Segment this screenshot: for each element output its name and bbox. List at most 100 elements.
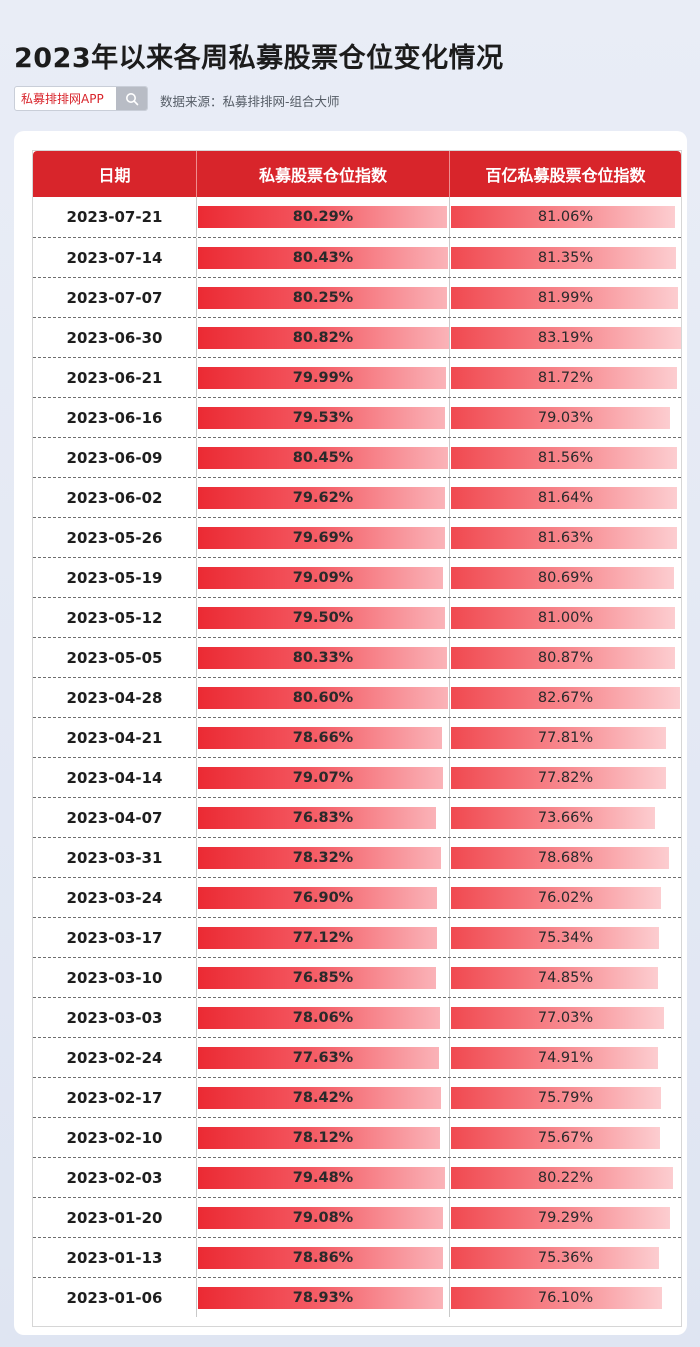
private-index-value: 77.12% xyxy=(292,929,354,946)
large-private-index-value: 76.02% xyxy=(537,889,594,906)
private-index-value: 78.32% xyxy=(292,849,354,866)
large-private-index-cell: 81.35% xyxy=(449,238,681,277)
private-index-bar xyxy=(198,447,448,469)
table-row: 2023-01-20 79.08% 79.29% xyxy=(33,1197,681,1237)
private-index-bar xyxy=(198,847,441,869)
table-row: 2023-05-26 79.69% 81.63% xyxy=(33,517,681,557)
private-index-cell: 77.63% xyxy=(196,1038,449,1077)
private-index-value: 78.06% xyxy=(292,1009,354,1026)
date-cell: 2023-02-17 xyxy=(66,1088,163,1107)
large-private-index-value: 78.68% xyxy=(537,849,594,866)
private-index-value: 80.33% xyxy=(292,649,354,666)
private-index-cell: 79.53% xyxy=(196,398,449,437)
table-row: 2023-02-10 78.12% 75.67% xyxy=(33,1117,681,1157)
large-private-index-value: 82.67% xyxy=(537,689,594,706)
private-index-value: 76.83% xyxy=(292,809,354,826)
table-row: 2023-06-21 79.99% 81.72% xyxy=(33,357,681,397)
private-index-value: 78.93% xyxy=(292,1289,354,1306)
private-index-cell: 80.43% xyxy=(196,238,449,277)
private-index-cell: 79.09% xyxy=(196,558,449,597)
private-index-value: 79.09% xyxy=(292,569,354,586)
large-private-index-bar xyxy=(451,1087,661,1109)
date-cell: 2023-05-12 xyxy=(66,608,163,627)
private-index-value: 79.07% xyxy=(292,769,354,786)
date-cell: 2023-06-30 xyxy=(66,328,163,347)
large-private-index-cell: 74.91% xyxy=(449,1038,681,1077)
search-icon[interactable] xyxy=(116,87,147,110)
private-index-bar xyxy=(198,367,446,389)
private-index-bar xyxy=(198,767,443,789)
large-private-index-cell: 81.72% xyxy=(449,358,681,397)
private-index-value: 79.48% xyxy=(292,1169,354,1186)
private-index-value: 79.08% xyxy=(292,1209,354,1226)
private-index-value: 79.62% xyxy=(292,489,354,506)
date-cell: 2023-05-05 xyxy=(66,648,163,667)
table-body: 2023-07-21 80.29% 81.06% 2023-07-14 80.43% 81… xyxy=(33,197,681,1317)
private-index-value: 77.63% xyxy=(292,1049,354,1066)
large-private-index-bar xyxy=(451,247,676,269)
date-cell: 2023-03-17 xyxy=(66,928,163,947)
table-row: 2023-06-02 79.62% 81.64% xyxy=(33,477,681,517)
private-index-bar xyxy=(198,687,448,709)
large-private-index-bar xyxy=(451,327,681,349)
date-cell: 2023-06-02 xyxy=(66,488,163,507)
table-row: 2023-01-13 78.86% 75.36% xyxy=(33,1237,681,1277)
large-private-index-bar xyxy=(451,567,674,589)
private-index-cell: 76.83% xyxy=(196,798,449,837)
private-index-value: 79.53% xyxy=(292,409,354,426)
private-index-bar xyxy=(198,567,443,589)
private-index-value: 80.43% xyxy=(292,249,354,266)
private-index-cell: 78.86% xyxy=(196,1238,449,1277)
large-private-index-bar xyxy=(451,1207,670,1229)
search-box[interactable]: 私募排排网APP xyxy=(14,86,148,111)
date-cell: 2023-07-21 xyxy=(66,208,163,226)
large-private-index-bar xyxy=(451,1127,660,1149)
date-cell: 2023-03-03 xyxy=(66,1008,163,1027)
large-private-index-value: 81.64% xyxy=(537,489,594,506)
private-index-bar xyxy=(198,1127,440,1149)
large-private-index-bar xyxy=(451,927,659,949)
large-private-index-cell: 79.29% xyxy=(449,1198,681,1237)
table-row: 2023-04-28 80.60% 82.67% xyxy=(33,677,681,717)
large-private-index-bar xyxy=(451,847,669,869)
date-cell: 2023-06-09 xyxy=(66,448,163,467)
large-private-index-cell: 74.85% xyxy=(449,958,681,997)
date-cell: 2023-02-10 xyxy=(66,1128,163,1147)
large-private-index-cell: 81.63% xyxy=(449,518,681,557)
date-cell: 2023-02-24 xyxy=(66,1048,163,1067)
private-index-bar xyxy=(198,1247,443,1269)
table-header: 日期 私募股票仓位指数 百亿私募股票仓位指数 xyxy=(33,151,681,197)
private-index-bar xyxy=(198,607,445,629)
table-row: 2023-05-19 79.09% 80.69% xyxy=(33,557,681,597)
large-private-index-bar xyxy=(451,647,675,669)
private-index-value: 79.99% xyxy=(292,369,354,386)
large-private-index-bar xyxy=(451,206,675,228)
table-row: 2023-04-14 79.07% 77.82% xyxy=(33,757,681,797)
table-row: 2023-03-17 77.12% 75.34% xyxy=(33,917,681,957)
table-row: 2023-04-07 76.83% 73.66% xyxy=(33,797,681,837)
table-row: 2023-03-10 76.85% 74.85% xyxy=(33,957,681,997)
table-row: 2023-05-12 79.50% 81.00% xyxy=(33,597,681,637)
date-cell: 2023-02-03 xyxy=(66,1168,163,1187)
private-index-value: 80.45% xyxy=(292,449,354,466)
private-index-value: 78.66% xyxy=(292,729,354,746)
date-cell: 2023-03-31 xyxy=(66,848,163,867)
private-index-bar xyxy=(198,407,445,429)
private-index-bar xyxy=(198,487,445,509)
private-index-cell: 79.99% xyxy=(196,358,449,397)
private-index-cell: 78.12% xyxy=(196,1118,449,1157)
private-index-cell: 79.62% xyxy=(196,478,449,517)
large-private-index-bar xyxy=(451,287,678,309)
private-index-bar xyxy=(198,647,447,669)
private-index-value: 76.85% xyxy=(292,969,354,986)
large-private-index-bar xyxy=(451,967,658,989)
table-row: 2023-03-31 78.32% 78.68% xyxy=(33,837,681,877)
table-row: 2023-07-07 80.25% 81.99% xyxy=(33,277,681,317)
table-row: 2023-02-17 78.42% 75.79% xyxy=(33,1077,681,1117)
large-private-index-value: 75.79% xyxy=(537,1089,594,1106)
large-private-index-cell: 80.87% xyxy=(449,638,681,677)
private-index-cell: 79.08% xyxy=(196,1198,449,1237)
large-private-index-value: 73.66% xyxy=(537,809,594,826)
large-private-index-value: 80.22% xyxy=(537,1169,594,1186)
large-private-index-bar xyxy=(451,1247,659,1269)
